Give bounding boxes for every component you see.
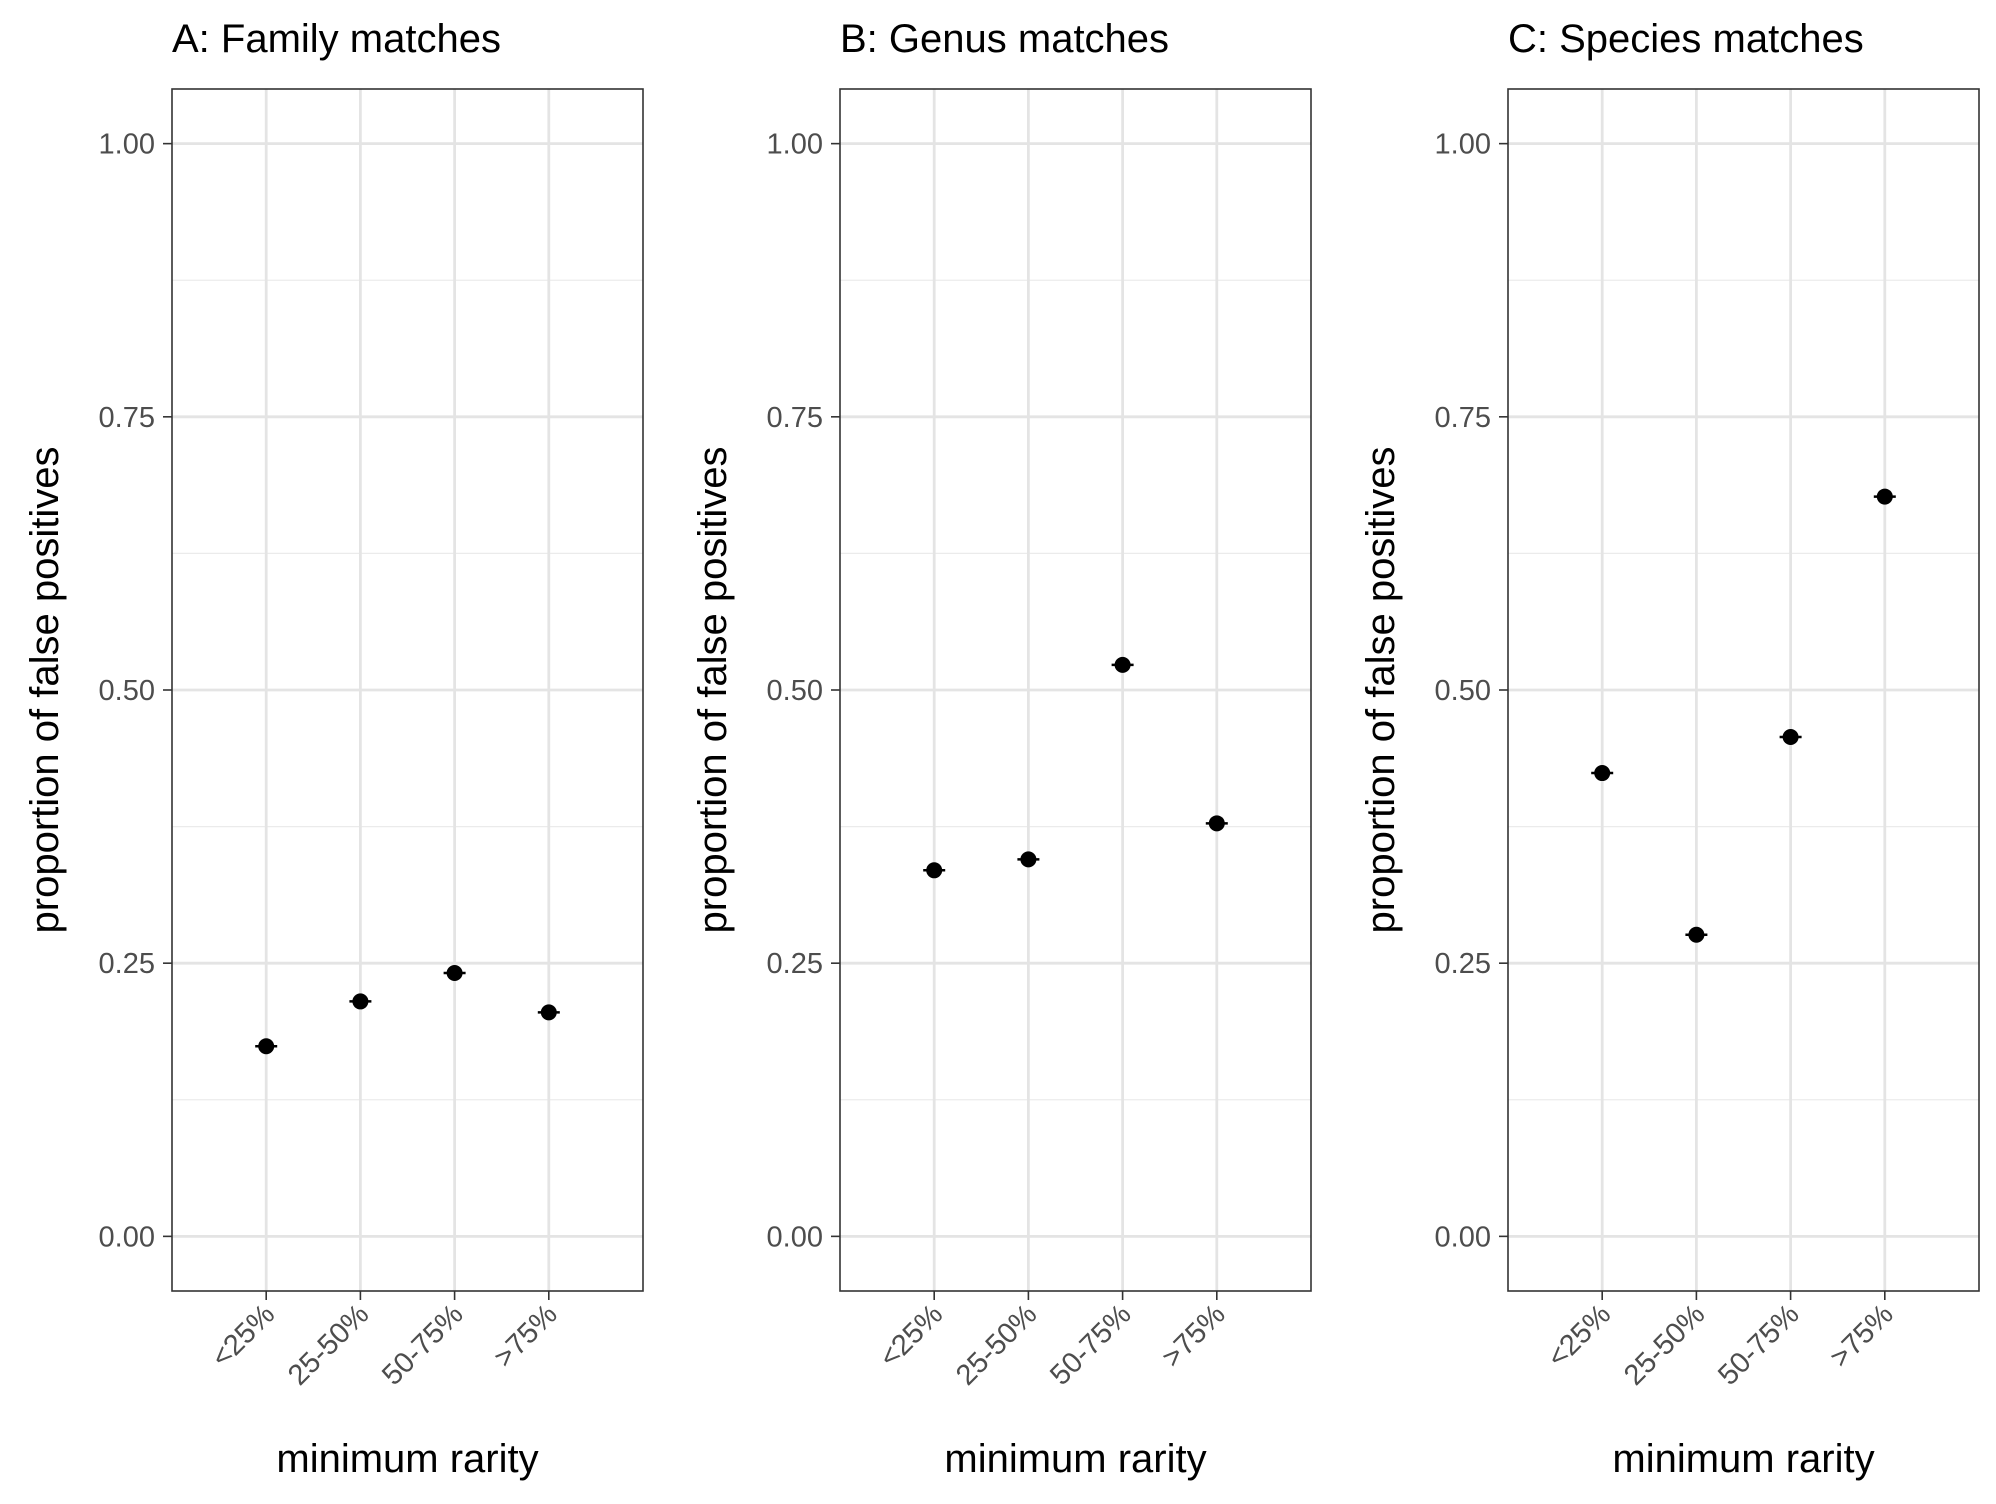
panel-1: 0.00 0.25 0.50 0.75 1.00 <25% 25-50% 50-75% >75%…	[23, 17, 644, 1481]
panel-title: B: Genus matches	[840, 17, 1169, 61]
x-tick-label: >75%	[1824, 1298, 1900, 1374]
data-point	[352, 993, 369, 1010]
y-tick-label: 0.75	[99, 402, 155, 434]
x-tick-label: >75%	[488, 1298, 564, 1374]
data-point	[1208, 815, 1225, 832]
data-point	[1876, 488, 1893, 505]
y-tick-label: 0.25	[99, 948, 155, 980]
y-tick-label: 1.00	[1435, 129, 1491, 161]
x-axis-label: minimum rarity	[944, 1437, 1206, 1481]
data-point	[1020, 851, 1037, 868]
y-tick-label: 0.00	[767, 1221, 823, 1253]
x-tick-label: 25-50%	[950, 1298, 1043, 1391]
data-point	[446, 965, 463, 982]
panel-title: A: Family matches	[172, 17, 501, 61]
y-axis-label: proportion of false positives	[1359, 447, 1403, 934]
data-point	[1594, 765, 1611, 782]
x-tick-label: <25%	[206, 1298, 282, 1374]
panel-2: 0.00 0.25 0.50 0.75 1.00 <25% 25-50% 50-75% >75%…	[691, 17, 1312, 1481]
y-tick-label: 0.50	[767, 675, 823, 707]
y-tick-label: 0.75	[767, 402, 823, 434]
x-tick-label: 50-75%	[1712, 1298, 1805, 1391]
x-tick-label: <25%	[874, 1298, 950, 1374]
x-axis-label: minimum rarity	[1612, 1437, 1874, 1481]
data-point	[1782, 728, 1799, 745]
x-tick-label: 25-50%	[1618, 1298, 1711, 1391]
y-tick-label: 0.75	[1435, 402, 1491, 434]
x-tick-label: <25%	[1542, 1298, 1618, 1374]
y-tick-label: 1.00	[767, 129, 823, 161]
y-axis-label: proportion of false positives	[691, 447, 735, 934]
data-point	[540, 1004, 557, 1021]
y-tick-label: 0.25	[1435, 948, 1491, 980]
y-tick-label: 1.00	[99, 129, 155, 161]
x-tick-label: 50-75%	[1044, 1298, 1137, 1391]
x-tick-label: >75%	[1156, 1298, 1232, 1374]
y-tick-label: 0.50	[1435, 675, 1491, 707]
y-tick-label: 0.00	[99, 1221, 155, 1253]
y-axis-label: proportion of false positives	[23, 447, 67, 934]
y-tick-label: 0.00	[1435, 1221, 1491, 1253]
y-tick-label: 0.25	[767, 948, 823, 980]
data-point	[258, 1038, 275, 1055]
x-axis-label: minimum rarity	[276, 1437, 538, 1481]
data-point	[1114, 656, 1131, 673]
y-tick-label: 0.50	[99, 675, 155, 707]
x-tick-label: 25-50%	[282, 1298, 375, 1391]
x-tick-label: 50-75%	[376, 1298, 469, 1391]
data-point	[1688, 926, 1705, 943]
panel-3: 0.00 0.25 0.50 0.75 1.00 <25% 25-50% 50-75% >75%…	[1359, 17, 1980, 1481]
panel-title: C: Species matches	[1508, 17, 1864, 61]
data-point	[926, 862, 943, 879]
